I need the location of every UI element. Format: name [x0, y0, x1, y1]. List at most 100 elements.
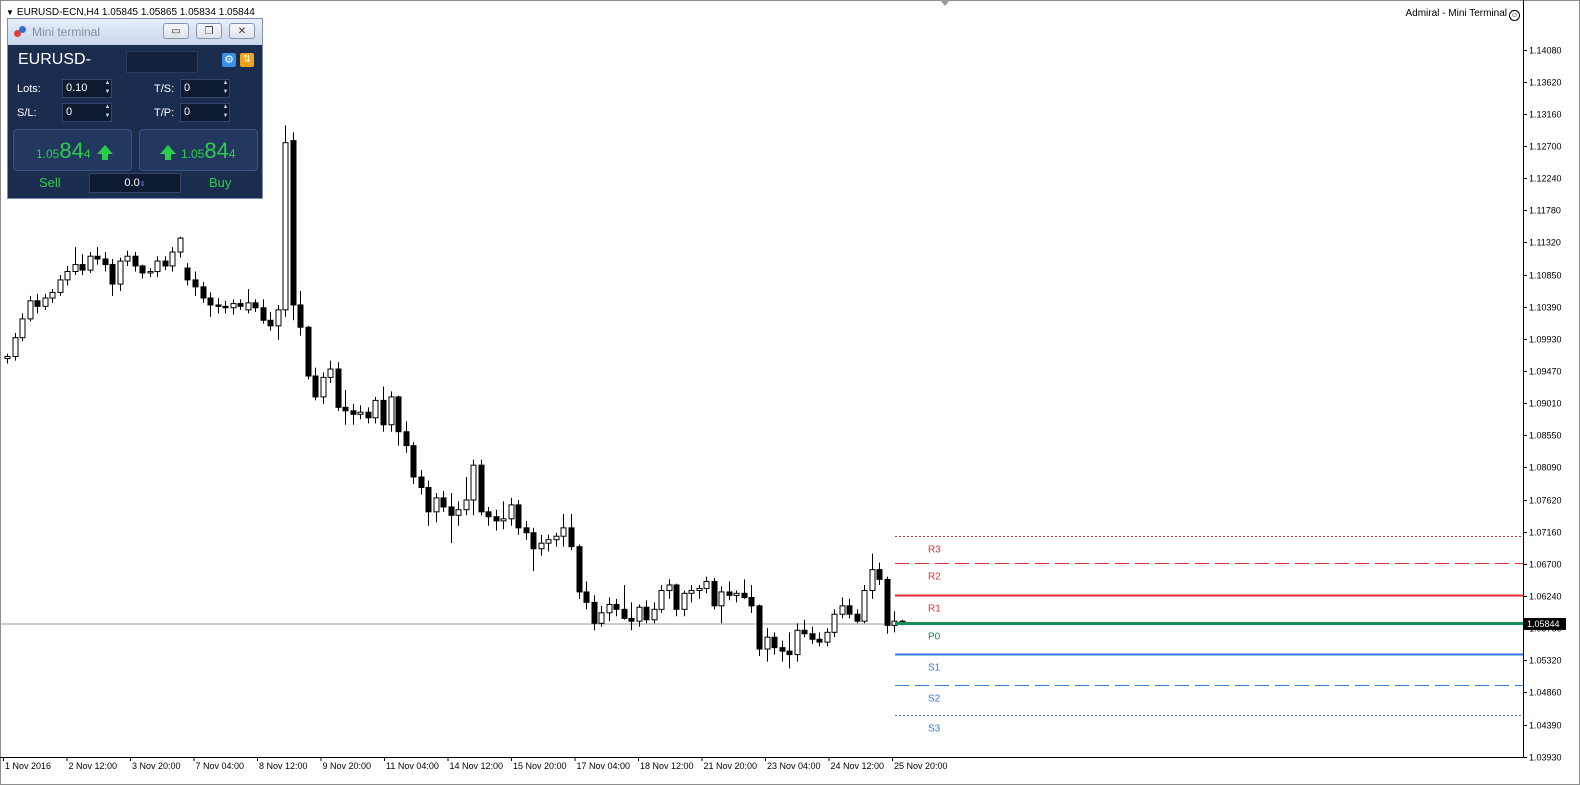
- tp-stepper[interactable]: ▲ ▼: [221, 103, 230, 122]
- sell-panel[interactable]: 1.05844: [13, 129, 132, 171]
- candle-body: [320, 376, 327, 398]
- candle: [200, 281, 207, 303]
- candle-body: [598, 612, 605, 624]
- candle: [440, 490, 447, 512]
- candle: [455, 501, 462, 526]
- candle-body: [312, 375, 319, 398]
- candle: [192, 271, 199, 296]
- candle-body: [19, 318, 26, 339]
- ts-input[interactable]: 0: [180, 79, 230, 98]
- candle: [831, 609, 838, 638]
- spin-down-icon[interactable]: ▼: [104, 113, 111, 119]
- candle-body: [831, 613, 838, 633]
- level-label-p0: P0: [928, 632, 941, 643]
- ts-label: T/S:: [154, 83, 175, 95]
- candle-body: [636, 606, 643, 622]
- candle-body: [162, 260, 169, 267]
- candle: [583, 581, 590, 610]
- spread-input[interactable]: 0.0⇕: [89, 173, 181, 193]
- candle: [771, 632, 778, 655]
- spin-up-icon[interactable]: ▲: [222, 80, 229, 86]
- candle-body: [230, 303, 237, 309]
- candle-body: [365, 411, 372, 419]
- candle: [19, 313, 26, 342]
- candle-body: [463, 499, 470, 511]
- time-label: 3 Nov 20:00: [132, 761, 181, 771]
- lots-stepper[interactable]: ▲ ▼: [103, 79, 112, 98]
- candle-body: [267, 319, 274, 327]
- candle: [733, 590, 740, 603]
- candle-body: [418, 476, 425, 488]
- candle: [72, 247, 79, 276]
- candle: [748, 584, 755, 613]
- sl-input[interactable]: 0: [62, 103, 112, 122]
- sell-price-small: 1.05: [36, 147, 60, 161]
- candle: [846, 598, 853, 619]
- candle: [184, 263, 191, 286]
- buy-panel[interactable]: 1.05844: [139, 129, 258, 171]
- spin-up-icon[interactable]: ▲: [104, 80, 111, 86]
- candle-body: [282, 142, 289, 311]
- candle-body: [809, 633, 816, 640]
- tp-input[interactable]: 0: [180, 103, 230, 122]
- candle: [568, 513, 575, 551]
- lots-input[interactable]: 0.10: [62, 79, 112, 98]
- price-label: 1.04860: [1529, 688, 1562, 698]
- candle-body: [583, 591, 590, 603]
- spin-up-icon[interactable]: ▲: [104, 104, 111, 110]
- symbol-input[interactable]: [126, 51, 198, 73]
- candle-body: [102, 258, 109, 266]
- shift-marker-icon[interactable]: [940, 0, 950, 6]
- mini-terminal-titlebar[interactable]: Mini terminal ▭ ❐ ✕: [8, 19, 262, 45]
- ts-stepper[interactable]: ▲ ▼: [221, 79, 230, 98]
- mini-terminal-window[interactable]: Mini terminal ▭ ❐ ✕ EURUSD- ⚙ ⇅ Lots: 0.…: [7, 18, 263, 199]
- candle-body: [876, 569, 883, 580]
- chart-menu-icon[interactable]: ▼: [6, 8, 14, 17]
- candle-body: [606, 603, 613, 614]
- candle: [117, 257, 124, 292]
- price-label: 1.11320: [1529, 238, 1561, 248]
- candle-body: [252, 302, 259, 309]
- candle: [79, 254, 86, 276]
- current-price-box: [1524, 617, 1566, 630]
- sell-price-big: 84: [59, 138, 84, 163]
- candle: [500, 501, 507, 530]
- candle: [861, 584, 868, 624]
- candle: [49, 288, 56, 303]
- sell-button[interactable]: Sell: [39, 175, 61, 190]
- candle: [222, 300, 229, 314]
- candle: [463, 477, 470, 516]
- lots-label: Lots:: [17, 83, 41, 95]
- price-axis: 1.14080 1.13620 1.13160 1.12700 1.12240 1.117…: [1523, 46, 1566, 763]
- spin-down-icon[interactable]: ▼: [104, 89, 111, 95]
- candle-body: [237, 303, 244, 307]
- candle-body: [147, 271, 154, 274]
- price-label: 1.07620: [1529, 496, 1562, 506]
- buy-button[interactable]: Buy: [209, 175, 232, 190]
- candle-body: [154, 260, 161, 273]
- sl-stepper[interactable]: ▲ ▼: [103, 103, 112, 122]
- candle-body: [139, 265, 146, 274]
- spread-stepper-icon[interactable]: ⇕: [139, 181, 146, 188]
- spin-down-icon[interactable]: ▼: [222, 89, 229, 95]
- candle: [139, 264, 146, 279]
- candle-body: [49, 291, 56, 299]
- time-label: 24 Nov 12:00: [831, 761, 885, 771]
- price-label: 1.08090: [1529, 463, 1562, 473]
- restore-button[interactable]: ❐: [196, 23, 222, 39]
- price-label: 1.03930: [1529, 753, 1562, 763]
- candle: [658, 584, 665, 613]
- minimize-button[interactable]: ▭: [163, 23, 189, 39]
- spin-up-icon[interactable]: ▲: [222, 104, 229, 110]
- candle-body: [27, 300, 34, 320]
- swap-icon[interactable]: ⇅: [240, 53, 254, 67]
- candle: [87, 252, 94, 273]
- candle-body: [764, 636, 771, 650]
- spin-down-icon[interactable]: ▼: [222, 113, 229, 119]
- candle: [643, 600, 650, 624]
- candle: [606, 597, 613, 622]
- candle-body: [711, 580, 718, 607]
- close-button[interactable]: ✕: [229, 23, 255, 39]
- gear-icon[interactable]: ⚙: [222, 53, 236, 67]
